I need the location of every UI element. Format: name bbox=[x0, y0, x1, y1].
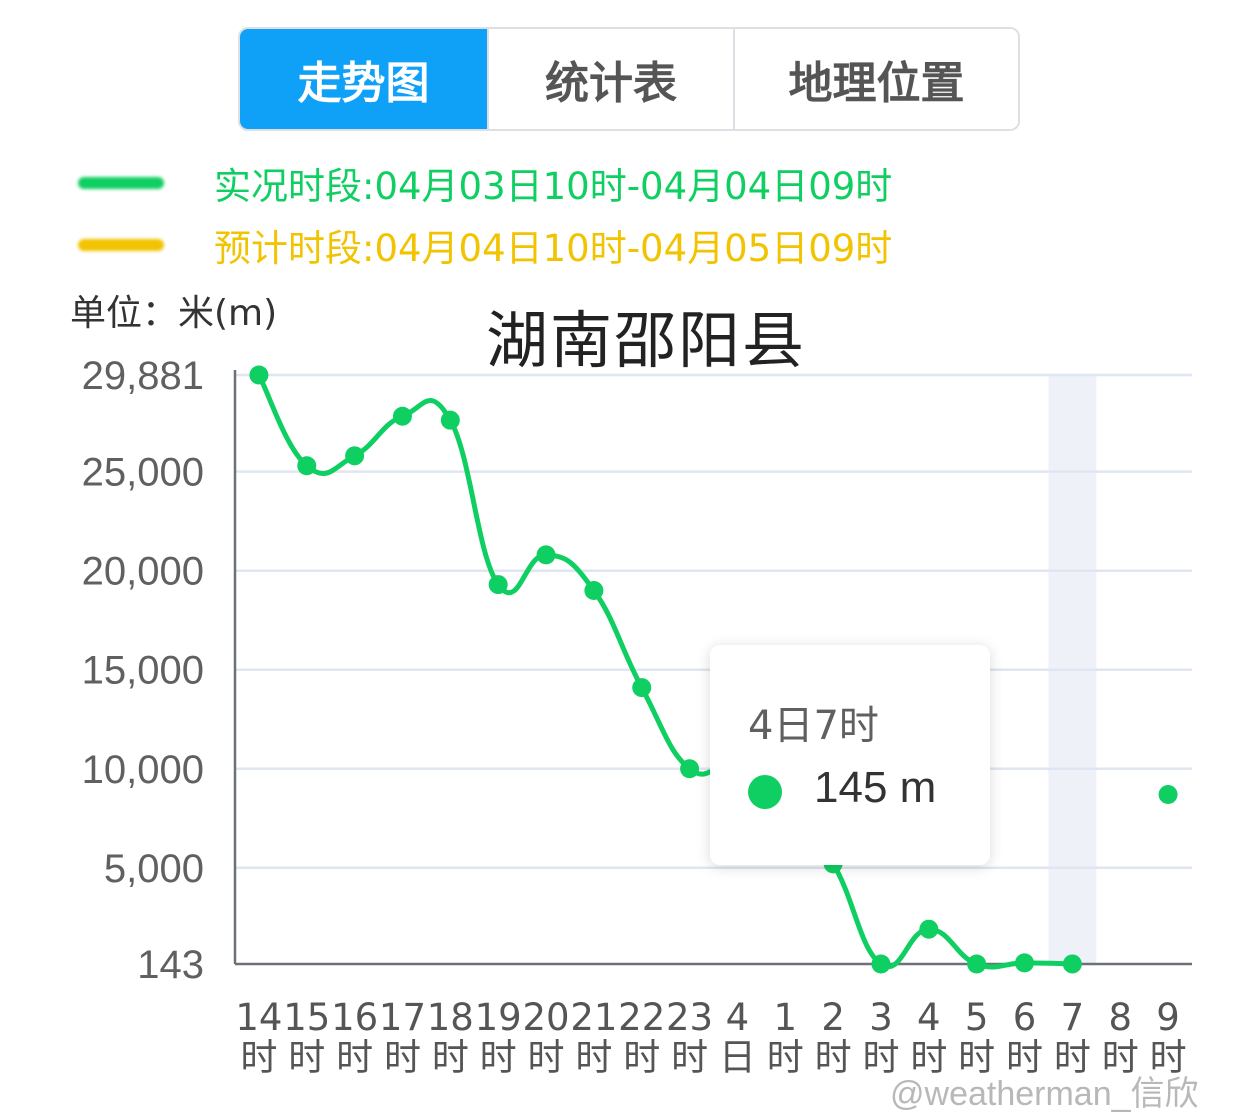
x-tick-label: 17 bbox=[379, 996, 426, 1039]
data-point[interactable] bbox=[584, 581, 604, 601]
data-point[interactable] bbox=[345, 446, 365, 466]
tab-bar: 走势图 统计表 地理位置 bbox=[238, 27, 1020, 131]
y-tick-label: 143 bbox=[137, 943, 204, 987]
x-tick-label: 4 bbox=[917, 996, 941, 1039]
tooltip-title: 4日7时 bbox=[748, 703, 879, 749]
data-point[interactable] bbox=[632, 678, 652, 698]
tooltip-value: 145 m bbox=[814, 763, 937, 812]
x-tick-label: 9 bbox=[1156, 996, 1180, 1039]
data-point[interactable] bbox=[1158, 785, 1178, 805]
x-tick-label: 4 bbox=[726, 996, 750, 1039]
x-tick-label: 15 bbox=[283, 996, 330, 1039]
x-tick-label: 19 bbox=[475, 996, 522, 1039]
x-tick-label: 14 bbox=[235, 996, 282, 1039]
y-tick-label: 10,000 bbox=[82, 748, 204, 792]
x-tick-unit: 时 bbox=[862, 1036, 899, 1079]
legend-forecast-label: 预计时段:04月04日10时-04月05日09时 bbox=[214, 227, 893, 270]
x-tick-unit: 时 bbox=[815, 1036, 852, 1079]
tooltip: 4日7时 145 m bbox=[710, 645, 990, 865]
x-tick-unit: 时 bbox=[1150, 1036, 1187, 1079]
x-tick-unit: 时 bbox=[1006, 1036, 1043, 1079]
x-tick-label: 21 bbox=[570, 996, 617, 1039]
data-point[interactable] bbox=[680, 759, 700, 779]
x-tick-unit: 时 bbox=[958, 1036, 995, 1079]
y-axis: 29,881 25,000 20,000 15,000 10,000 5,000 143 bbox=[82, 354, 237, 987]
y-tick-label: 15,000 bbox=[82, 649, 204, 693]
x-tick-unit: 时 bbox=[767, 1036, 804, 1079]
x-tick-label: 2 bbox=[821, 996, 845, 1039]
data-point[interactable] bbox=[967, 954, 987, 974]
x-tick-unit: 时 bbox=[288, 1036, 325, 1079]
x-tick-unit: 时 bbox=[432, 1036, 469, 1079]
x-tick-unit: 时 bbox=[671, 1036, 708, 1079]
x-axis: 14时15时16时17时18时19时20时21时22时23时4日1时2时3时4时… bbox=[235, 996, 1186, 1079]
x-tick-unit: 时 bbox=[623, 1036, 660, 1079]
x-tick-unit: 时 bbox=[384, 1036, 421, 1079]
x-tick-label: 5 bbox=[965, 996, 989, 1039]
watermark: @weatherman_信欣 bbox=[890, 1075, 1199, 1113]
y-tick-label: 25,000 bbox=[82, 451, 204, 495]
legend-forecast-swatch bbox=[78, 239, 164, 251]
tab-trend-chart[interactable]: 走势图 bbox=[240, 29, 487, 129]
data-point[interactable] bbox=[1015, 953, 1035, 973]
x-tick-label: 16 bbox=[331, 996, 378, 1039]
data-point[interactable] bbox=[1062, 954, 1082, 974]
x-tick-label: 8 bbox=[1108, 996, 1132, 1039]
x-tick-label: 20 bbox=[522, 996, 569, 1039]
tab-statistics-table[interactable]: 统计表 bbox=[487, 29, 733, 129]
x-tick-label: 18 bbox=[427, 996, 474, 1039]
data-point[interactable] bbox=[440, 410, 460, 430]
x-tick-label: 7 bbox=[1061, 996, 1085, 1039]
x-tick-unit: 时 bbox=[480, 1036, 517, 1079]
y-tick-label: 20,000 bbox=[82, 550, 204, 594]
data-point[interactable] bbox=[919, 919, 939, 939]
x-tick-unit: 时 bbox=[910, 1036, 947, 1079]
x-tick-label: 22 bbox=[618, 996, 665, 1039]
x-tick-label: 3 bbox=[869, 996, 893, 1039]
x-tick-unit: 时 bbox=[240, 1036, 277, 1079]
legend-observed-swatch bbox=[78, 177, 164, 189]
x-tick-unit: 时 bbox=[336, 1036, 373, 1079]
x-tick-label: 1 bbox=[774, 996, 798, 1039]
x-tick-label: 23 bbox=[666, 996, 713, 1039]
x-tick-unit: 时 bbox=[1054, 1036, 1091, 1079]
x-tick-unit: 时 bbox=[528, 1036, 565, 1079]
data-point[interactable] bbox=[536, 545, 556, 565]
tab-geo-location[interactable]: 地理位置 bbox=[733, 29, 1018, 129]
data-point[interactable] bbox=[392, 406, 412, 426]
chart-title: 湖南邵阳县 bbox=[486, 304, 807, 377]
data-point[interactable] bbox=[871, 954, 891, 974]
tooltip-series-marker bbox=[748, 775, 782, 809]
x-tick-label: 6 bbox=[1013, 996, 1037, 1039]
data-point[interactable] bbox=[297, 456, 317, 476]
legend-forecast: 预计时段:04月04日10时-04月05日09时 bbox=[78, 220, 892, 270]
legend-observed: 实况时段:04月03日10时-04月04日09时 bbox=[78, 158, 892, 208]
unit-label: 单位：米(m) bbox=[70, 293, 278, 334]
y-tick-label: 5,000 bbox=[104, 847, 204, 891]
data-point[interactable] bbox=[488, 575, 508, 595]
legend-observed-label: 实况时段:04月03日10时-04月04日09时 bbox=[214, 165, 893, 208]
data-point[interactable] bbox=[249, 365, 269, 385]
x-tick-unit: 时 bbox=[575, 1036, 612, 1079]
x-tick-unit: 日 bbox=[719, 1036, 756, 1079]
y-tick-label: 29,881 bbox=[82, 354, 204, 398]
x-tick-unit: 时 bbox=[1102, 1036, 1139, 1079]
